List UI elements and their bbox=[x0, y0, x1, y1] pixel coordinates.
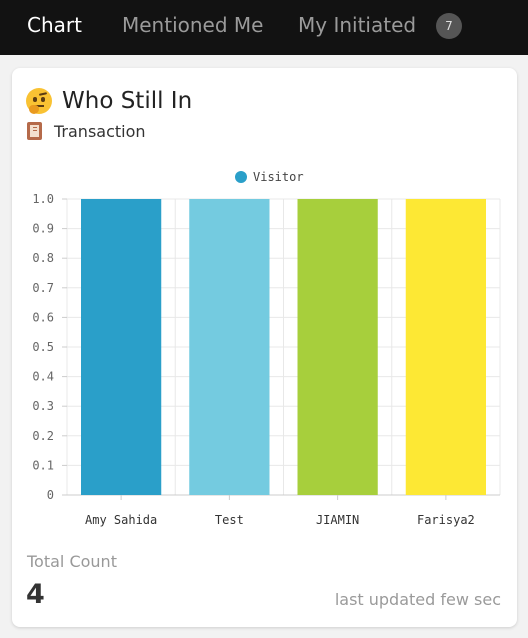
y-tick-label: 0.5 bbox=[32, 340, 54, 354]
bar-chart: 0 0.1 0.2 0.3 0.4 0.5 0.6 0.7 0.8 0.9 1.0 Amy Sahid… bbox=[32, 170, 501, 527]
thinking-face-icon bbox=[26, 88, 52, 114]
y-tick-label: 0.3 bbox=[32, 399, 54, 413]
y-tick-label: 0.1 bbox=[32, 458, 54, 472]
total-count-label: Total Count bbox=[27, 552, 117, 571]
y-tick-label: 0.7 bbox=[32, 281, 54, 295]
y-tick-label: 0.9 bbox=[32, 222, 54, 236]
book-icon bbox=[27, 122, 42, 140]
y-tick-label: 0 bbox=[47, 488, 54, 502]
x-tick-label: JIAMIN bbox=[316, 513, 359, 527]
y-tick-label: 0.4 bbox=[32, 370, 54, 384]
card-title: Who Still In bbox=[62, 88, 193, 114]
tab-chart[interactable]: Chart bbox=[27, 13, 82, 37]
y-tick-label: 0.8 bbox=[32, 251, 54, 265]
y-tick-label: 0.2 bbox=[32, 429, 54, 443]
x-tick-label: Test bbox=[215, 513, 244, 527]
bar-amy-sahida bbox=[81, 199, 162, 495]
top-tab-bar: Chart Mentioned Me My Initiated 7 bbox=[0, 0, 528, 55]
y-tick-label: 0.6 bbox=[32, 310, 54, 324]
card-subtitle: Transaction bbox=[54, 121, 146, 141]
card-title-row: Who Still In bbox=[26, 86, 192, 116]
bar-farisya2 bbox=[405, 199, 486, 495]
card-subtitle-row: Transaction bbox=[27, 120, 146, 142]
bar-jiamin bbox=[297, 199, 378, 495]
tab-my-initiated[interactable]: My Initiated bbox=[298, 13, 417, 37]
bar-test bbox=[189, 199, 270, 495]
tab-my-initiated-count-badge: 7 bbox=[436, 13, 462, 39]
total-count-value: 4 bbox=[26, 579, 45, 610]
legend-label-visitor: Visitor bbox=[253, 170, 304, 184]
last-updated-text: last updated few sec bbox=[334, 590, 501, 609]
x-tick-label: Farisya2 bbox=[417, 513, 475, 527]
legend-swatch-visitor bbox=[235, 171, 247, 183]
x-tick-label: Amy Sahida bbox=[85, 513, 157, 527]
y-tick-label: 1.0 bbox=[32, 192, 54, 206]
tab-mentioned-me[interactable]: Mentioned Me bbox=[122, 13, 264, 37]
chart-card: Who Still In Transaction 0 0.1 0.2 0.3 0.4 0.… bbox=[12, 68, 517, 627]
